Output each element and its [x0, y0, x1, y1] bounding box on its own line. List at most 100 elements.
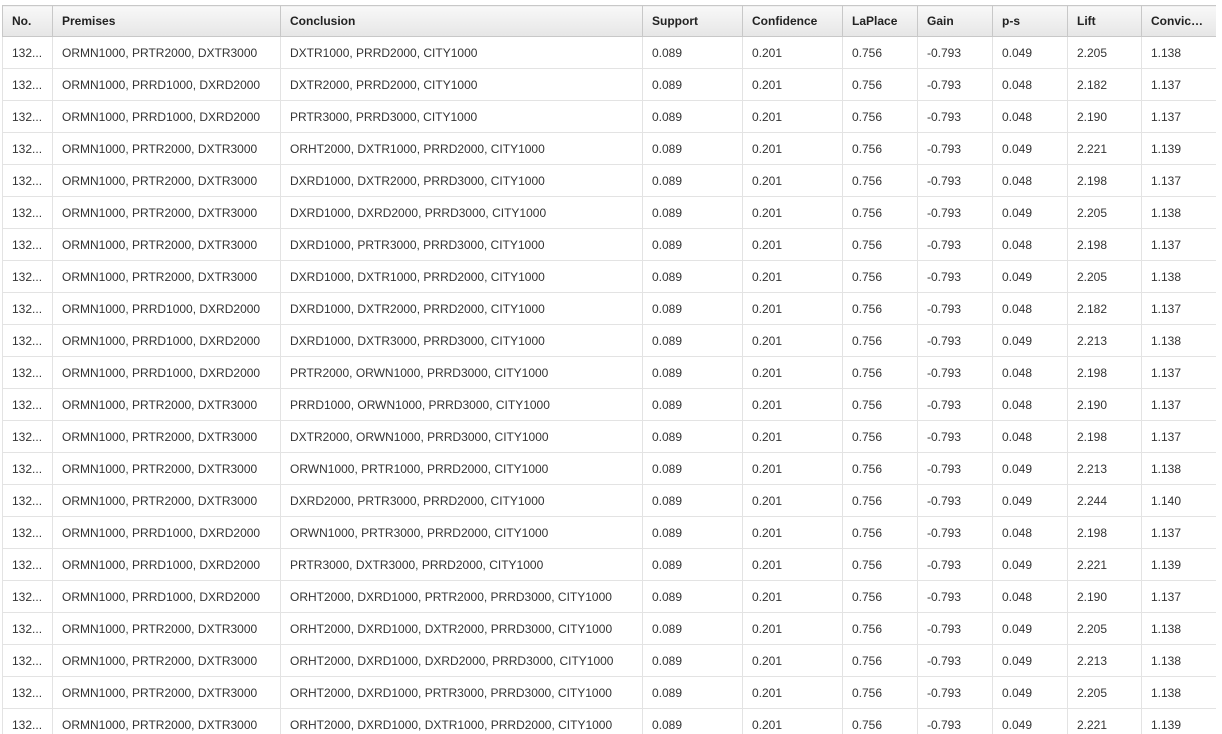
- table-row[interactable]: 132... ORMN1000, PRTR2000, DXTR3000 DXRD10…: [2, 196, 1216, 229]
- table-row[interactable]: 132... ORMN1000, PRRD1000, DXRD2000 PRTR30…: [2, 100, 1216, 133]
- cell-p-s: 0.049: [992, 612, 1068, 645]
- cell-no: 132...: [2, 548, 53, 581]
- table-row[interactable]: 132... ORMN1000, PRRD1000, DXRD2000 ORWN10…: [2, 516, 1216, 549]
- cell-gain: -0.793: [917, 164, 993, 197]
- column-header-premises[interactable]: Premises: [52, 5, 281, 37]
- cell-p-s: 0.048: [992, 356, 1068, 389]
- table-row[interactable]: 132... ORMN1000, PRRD1000, DXRD2000 DXTR20…: [2, 68, 1216, 101]
- column-header-lift[interactable]: Lift: [1067, 5, 1142, 37]
- cell-confidence: 0.201: [742, 420, 843, 453]
- cell-conviction: 1.137: [1141, 292, 1216, 325]
- cell-gain: -0.793: [917, 516, 993, 549]
- column-header-no[interactable]: No.: [2, 5, 53, 37]
- cell-p-s: 0.048: [992, 388, 1068, 421]
- cell-laplace: 0.756: [842, 100, 918, 133]
- cell-premises: ORMN1000, PRRD1000, DXRD2000: [52, 68, 281, 101]
- cell-p-s: 0.048: [992, 580, 1068, 613]
- cell-no: 132...: [2, 324, 53, 357]
- table-row[interactable]: 132... ORMN1000, PRTR2000, DXTR3000 ORHT20…: [2, 644, 1216, 677]
- cell-support: 0.089: [642, 68, 743, 101]
- cell-conclusion: ORWN1000, PRTR3000, PRRD2000, CITY1000: [280, 516, 643, 549]
- table-row[interactable]: 132... ORMN1000, PRRD1000, DXRD2000 PRTR20…: [2, 356, 1216, 389]
- cell-support: 0.089: [642, 388, 743, 421]
- cell-premises: ORMN1000, PRTR2000, DXTR3000: [52, 676, 281, 709]
- cell-conclusion: DXRD2000, PRTR3000, PRRD2000, CITY1000: [280, 484, 643, 517]
- table-row[interactable]: 132... ORMN1000, PRRD1000, DXRD2000 PRTR30…: [2, 548, 1216, 581]
- table-row[interactable]: 132... ORMN1000, PRRD1000, DXRD2000 DXRD10…: [2, 292, 1216, 325]
- table-row[interactable]: 132... ORMN1000, PRTR2000, DXTR3000 ORHT20…: [2, 676, 1216, 709]
- cell-confidence: 0.201: [742, 676, 843, 709]
- column-header-confidence[interactable]: Confidence: [742, 5, 843, 37]
- column-header-conviction[interactable]: Convicti...: [1141, 5, 1216, 37]
- table-row[interactable]: 132... ORMN1000, PRTR2000, DXTR3000 DXRD10…: [2, 228, 1216, 261]
- cell-laplace: 0.756: [842, 356, 918, 389]
- table-row[interactable]: 132... ORMN1000, PRRD1000, DXRD2000 ORHT20…: [2, 580, 1216, 613]
- table-row[interactable]: 132... ORMN1000, PRTR2000, DXTR3000 ORWN10…: [2, 452, 1216, 485]
- cell-conclusion: PRTR3000, DXTR3000, PRRD2000, CITY1000: [280, 548, 643, 581]
- column-header-gain[interactable]: Gain: [917, 5, 993, 37]
- cell-no: 132...: [2, 676, 53, 709]
- cell-support: 0.089: [642, 356, 743, 389]
- table-row[interactable]: 132... ORMN1000, PRTR2000, DXTR3000 DXTR10…: [2, 36, 1216, 69]
- cell-p-s: 0.048: [992, 68, 1068, 101]
- cell-premises: ORMN1000, PRTR2000, DXTR3000: [52, 260, 281, 293]
- cell-no: 132...: [2, 356, 53, 389]
- cell-support: 0.089: [642, 644, 743, 677]
- cell-p-s: 0.048: [992, 516, 1068, 549]
- cell-p-s: 0.048: [992, 228, 1068, 261]
- cell-support: 0.089: [642, 260, 743, 293]
- column-header-support[interactable]: Support: [642, 5, 743, 37]
- column-header-p-s[interactable]: p-s: [992, 5, 1068, 37]
- cell-gain: -0.793: [917, 612, 993, 645]
- column-header-laplace[interactable]: LaPlace: [842, 5, 918, 37]
- cell-p-s: 0.049: [992, 196, 1068, 229]
- cell-confidence: 0.201: [742, 644, 843, 677]
- cell-gain: -0.793: [917, 388, 993, 421]
- cell-gain: -0.793: [917, 68, 993, 101]
- cell-gain: -0.793: [917, 452, 993, 485]
- cell-confidence: 0.201: [742, 36, 843, 69]
- table-row[interactable]: 132... ORMN1000, PRTR2000, DXTR3000 DXTR20…: [2, 420, 1216, 453]
- cell-confidence: 0.201: [742, 100, 843, 133]
- cell-conclusion: PRTR2000, ORWN1000, PRRD3000, CITY1000: [280, 356, 643, 389]
- table-row[interactable]: 132... ORMN1000, PRTR2000, DXTR3000 DXRD10…: [2, 260, 1216, 293]
- cell-support: 0.089: [642, 100, 743, 133]
- cell-gain: -0.793: [917, 644, 993, 677]
- cell-conviction: 1.139: [1141, 548, 1216, 581]
- cell-laplace: 0.756: [842, 324, 918, 357]
- cell-conviction: 1.137: [1141, 420, 1216, 453]
- cell-no: 132...: [2, 132, 53, 165]
- table-row[interactable]: 132... ORMN1000, PRRD1000, DXRD2000 DXRD10…: [2, 324, 1216, 357]
- association-rules-table-container[interactable]: No. Premises Conclusion Support Confidence La…: [2, 5, 1216, 734]
- table-row[interactable]: 132... ORMN1000, PRTR2000, DXTR3000 ORHT20…: [2, 612, 1216, 645]
- cell-conviction: 1.138: [1141, 196, 1216, 229]
- cell-gain: -0.793: [917, 580, 993, 613]
- cell-p-s: 0.049: [992, 708, 1068, 734]
- table-row[interactable]: 132... ORMN1000, PRTR2000, DXTR3000 ORHT20…: [2, 708, 1216, 734]
- cell-conviction: 1.138: [1141, 36, 1216, 69]
- table-body: 132... ORMN1000, PRTR2000, DXTR3000 DXTR10…: [2, 36, 1216, 734]
- cell-lift: 2.198: [1067, 164, 1142, 197]
- cell-premises: ORMN1000, PRTR2000, DXTR3000: [52, 36, 281, 69]
- cell-confidence: 0.201: [742, 196, 843, 229]
- table-row[interactable]: 132... ORMN1000, PRTR2000, DXTR3000 ORHT20…: [2, 132, 1216, 165]
- cell-p-s: 0.049: [992, 260, 1068, 293]
- table-row[interactable]: 132... ORMN1000, PRTR2000, DXTR3000 DXRD20…: [2, 484, 1216, 517]
- cell-conviction: 1.138: [1141, 260, 1216, 293]
- cell-gain: -0.793: [917, 132, 993, 165]
- table-row[interactable]: 132... ORMN1000, PRTR2000, DXTR3000 DXRD10…: [2, 164, 1216, 197]
- cell-support: 0.089: [642, 516, 743, 549]
- cell-lift: 2.205: [1067, 676, 1142, 709]
- cell-lift: 2.198: [1067, 228, 1142, 261]
- association-rules-table: No. Premises Conclusion Support Confidence La…: [2, 5, 1216, 734]
- cell-confidence: 0.201: [742, 292, 843, 325]
- table-row[interactable]: 132... ORMN1000, PRTR2000, DXTR3000 PRRD10…: [2, 388, 1216, 421]
- cell-confidence: 0.201: [742, 388, 843, 421]
- column-header-conclusion[interactable]: Conclusion: [280, 5, 643, 37]
- cell-premises: ORMN1000, PRTR2000, DXTR3000: [52, 644, 281, 677]
- cell-confidence: 0.201: [742, 68, 843, 101]
- cell-conclusion: DXRD1000, DXRD2000, PRRD3000, CITY1000: [280, 196, 643, 229]
- cell-premises: ORMN1000, PRTR2000, DXTR3000: [52, 612, 281, 645]
- cell-lift: 2.198: [1067, 516, 1142, 549]
- cell-premises: ORMN1000, PRTR2000, DXTR3000: [52, 228, 281, 261]
